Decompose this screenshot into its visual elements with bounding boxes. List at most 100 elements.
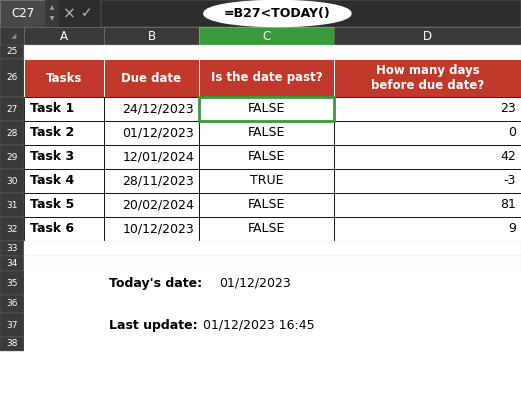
Bar (199, 121, 334, 145)
Text: Is the date past?: Is the date past? (210, 71, 322, 85)
Bar (104, 217, 199, 241)
Text: TRUE: TRUE (250, 175, 283, 187)
Bar (24, 27, 104, 45)
Bar (0, 256, 24, 271)
Bar (334, 169, 521, 193)
Bar (24, 256, 521, 271)
Text: -3: -3 (504, 175, 516, 187)
Text: How many days
before due date?: How many days before due date? (371, 64, 484, 92)
Bar (0, 0, 45, 27)
Bar (104, 27, 199, 45)
Bar (199, 27, 334, 45)
Bar (199, 217, 334, 241)
Bar (104, 145, 199, 169)
Text: 0: 0 (508, 127, 516, 139)
Text: FALSE: FALSE (248, 127, 285, 139)
Text: 30: 30 (6, 177, 18, 185)
Bar (104, 193, 199, 217)
Text: Task 4: Task 4 (30, 175, 75, 187)
Text: Last update:: Last update: (109, 318, 197, 331)
Bar (334, 121, 521, 145)
Text: ▼: ▼ (50, 16, 54, 21)
Bar (101, 0, 521, 27)
Text: FALSE: FALSE (248, 198, 285, 212)
Text: 28/11/2023: 28/11/2023 (122, 175, 194, 187)
Bar (24, 271, 521, 295)
Text: 29: 29 (6, 152, 18, 162)
Bar (59, 0, 101, 27)
Text: ×: × (63, 6, 76, 21)
Bar (24, 313, 521, 337)
Bar (24, 295, 521, 313)
Text: Task 5: Task 5 (30, 198, 75, 212)
Bar (0, 121, 24, 145)
Bar (0, 193, 24, 217)
Text: D: D (423, 29, 432, 42)
Bar (0, 59, 24, 97)
Text: ▲: ▲ (50, 6, 54, 11)
Text: C: C (263, 29, 270, 42)
Bar (0, 145, 24, 169)
Bar (334, 97, 521, 121)
Bar (199, 193, 334, 217)
Text: Today's date:: Today's date: (109, 276, 202, 289)
Bar (24, 59, 104, 97)
Bar (334, 27, 521, 45)
Bar (199, 145, 334, 169)
Bar (0, 97, 24, 121)
Text: 27: 27 (6, 104, 18, 114)
Bar (0, 0, 521, 27)
Bar (24, 97, 104, 121)
Text: 28: 28 (6, 129, 18, 137)
Bar (0, 337, 24, 351)
Bar (334, 59, 521, 97)
Text: FALSE: FALSE (248, 150, 285, 164)
Text: ◢: ◢ (11, 33, 17, 39)
Text: 37: 37 (6, 320, 18, 330)
Bar (24, 145, 104, 169)
Text: FALSE: FALSE (248, 222, 285, 235)
Ellipse shape (205, 2, 350, 25)
Bar (104, 97, 199, 121)
Bar (104, 59, 199, 97)
Text: FALSE: FALSE (248, 102, 285, 116)
Bar (24, 169, 104, 193)
Text: 12/01/2024: 12/01/2024 (122, 150, 194, 164)
Text: 20/02/2024: 20/02/2024 (122, 198, 194, 212)
Bar (24, 45, 521, 59)
Bar (0, 241, 24, 256)
Text: 38: 38 (6, 339, 18, 349)
Bar (24, 241, 521, 256)
Text: 01/12/2023: 01/12/2023 (219, 276, 291, 289)
Text: Task 6: Task 6 (30, 222, 74, 235)
Text: Task 3: Task 3 (30, 150, 74, 164)
Bar (24, 193, 104, 217)
Text: 25: 25 (6, 48, 18, 56)
Text: =B27<TODAY(): =B27<TODAY() (224, 7, 331, 20)
Text: Tasks: Tasks (46, 71, 82, 85)
Text: 42: 42 (500, 150, 516, 164)
Bar (24, 337, 521, 351)
Bar (0, 27, 521, 45)
Text: 01/12/2023 16:45: 01/12/2023 16:45 (203, 318, 315, 331)
Bar (0, 45, 24, 59)
Text: Task 2: Task 2 (30, 127, 75, 139)
Bar (0, 217, 24, 241)
Bar (0, 27, 24, 45)
Text: 26: 26 (6, 73, 18, 83)
Bar (199, 59, 334, 97)
Bar (334, 145, 521, 169)
Bar (104, 169, 199, 193)
Bar (199, 169, 334, 193)
Bar (0, 295, 24, 313)
Bar (334, 193, 521, 217)
Text: B: B (147, 29, 156, 42)
Bar (24, 121, 104, 145)
Bar (45, 0, 59, 27)
Text: 36: 36 (6, 299, 18, 308)
Bar (24, 217, 104, 241)
Text: A: A (60, 29, 68, 42)
Text: 81: 81 (500, 198, 516, 212)
Text: 34: 34 (6, 259, 18, 268)
Bar (199, 97, 334, 121)
